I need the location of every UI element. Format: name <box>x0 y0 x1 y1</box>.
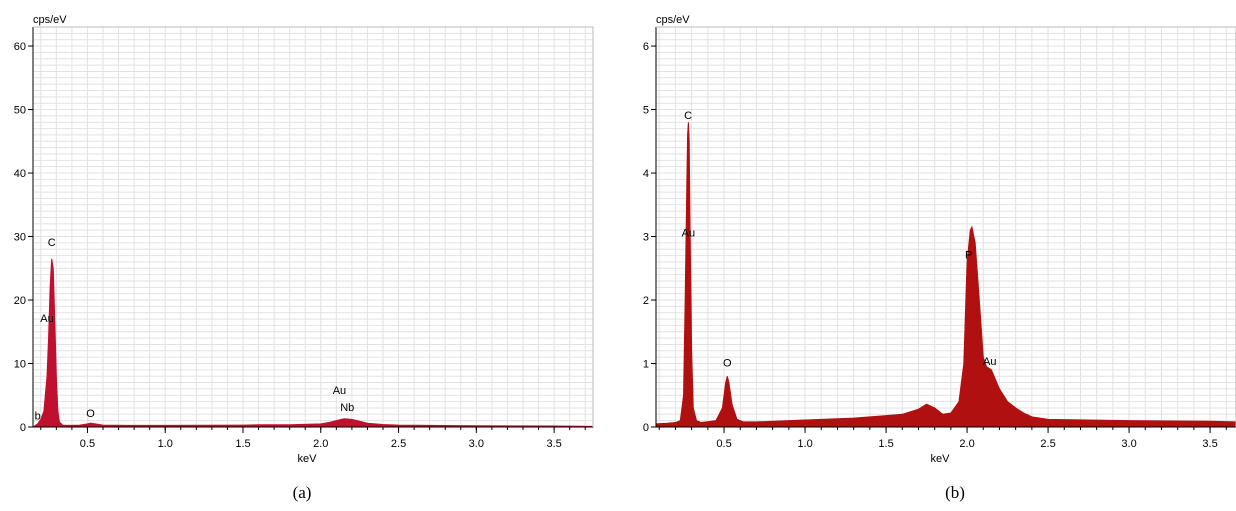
caption-b: (b) <box>945 483 965 502</box>
chart-0-x-tick-label: 1.5 <box>235 438 250 450</box>
chart-0-peak-label: Au <box>333 385 346 397</box>
spectrum-panel-b: 0.5 1.0 1.5 2.0 2.5 3.0 3.5 0 1 2 3 4 5 6 cps/eV keV C Au… <box>630 0 1236 511</box>
chart-1-peak-label: C <box>684 110 692 122</box>
chart-1-x-tick-label: 1.5 <box>878 438 893 450</box>
chart-1-y-tick-label: 4 <box>643 168 649 180</box>
chart-1-x-axis-label: keV <box>931 453 951 465</box>
chart-1-y-tick-label: 2 <box>643 295 649 307</box>
chart-1-x-tick-label: 2.5 <box>1040 438 1055 450</box>
chart-0-peak-label: O <box>86 408 95 420</box>
chart-1-y-tick-label: 0 <box>643 422 649 434</box>
chart-0-y-tick-label: 0 <box>20 422 26 434</box>
chart-0-x-tick-label: 3.5 <box>546 438 561 450</box>
chart-1-y-tick-label: 6 <box>643 41 649 53</box>
chart-1-x-tick-label: 3.0 <box>1121 438 1136 450</box>
chart-1-y-axis-label: cps/eV <box>656 14 690 26</box>
chart-0-y-tick-label: 20 <box>14 295 26 307</box>
chart-1-grid <box>656 26 1236 427</box>
chart-0-y-tick-label: 60 <box>14 41 26 53</box>
chart-0-y-tick-label: 30 <box>14 232 26 244</box>
chart-0-peak-label: Nb <box>340 402 354 414</box>
chart-1-y-tick-label: 3 <box>643 232 649 244</box>
chart-0-y-tick-label: 40 <box>14 168 26 180</box>
chart-0-x-axis-label: keV <box>298 453 318 465</box>
chart-0-x-tick-label: 0.5 <box>80 438 95 450</box>
chart-0-peak-label: b <box>35 410 41 422</box>
chart-0-x-tick-label: 3.0 <box>469 438 484 450</box>
chart-0-x-tick-label: 2.5 <box>391 438 406 450</box>
chart-1-spectrum-area <box>655 122 1236 428</box>
chart-1-x-tick-label: 2.0 <box>959 438 974 450</box>
chart-1-peak-label: O <box>723 358 732 370</box>
chart-1-y-tick-label: 1 <box>643 359 649 371</box>
chart-0-peak-label: Au <box>40 313 53 325</box>
chart-0-y-axis-label: cps/eV <box>33 14 67 26</box>
chart-0-y-tick-label: 10 <box>14 359 26 371</box>
caption-a: (a) <box>292 483 312 502</box>
chart-1-y-tick-label: 5 <box>643 105 649 117</box>
chart-0-y-tick-label: 50 <box>14 105 26 117</box>
chart-1-peak-label: Au <box>682 228 695 240</box>
chart-1-x-tick-label: 3.5 <box>1202 438 1217 450</box>
chart-0-spectrum-area <box>31 258 594 428</box>
spectrum-chart-b: 0.5 1.0 1.5 2.0 2.5 3.0 3.5 0 1 2 3 4 5 6 cps/eV keV C Au… <box>643 14 1236 465</box>
chart-0-x-tick-label: 1.0 <box>158 438 173 450</box>
chart-1-x-tick-label: 0.5 <box>716 438 731 450</box>
chart-0-x-tick-label: 2.0 <box>313 438 328 450</box>
chart-0-peak-label: C <box>48 237 56 249</box>
chart-1-peak-label: Au <box>983 356 996 368</box>
spectrum-panel-a: 0.5 1.0 1.5 2.0 2.5 3.0 3.5 0 10 20 30 40 50 60 cps/eV… <box>0 0 600 511</box>
chart-1-x-tick-label: 1.0 <box>797 438 812 450</box>
chart-1-peak-label: P <box>965 250 972 262</box>
spectrum-chart-a: 0.5 1.0 1.5 2.0 2.5 3.0 3.5 0 10 20 30 40 50 60 cps/eV… <box>14 14 594 465</box>
chart-0-grid <box>33 26 593 427</box>
